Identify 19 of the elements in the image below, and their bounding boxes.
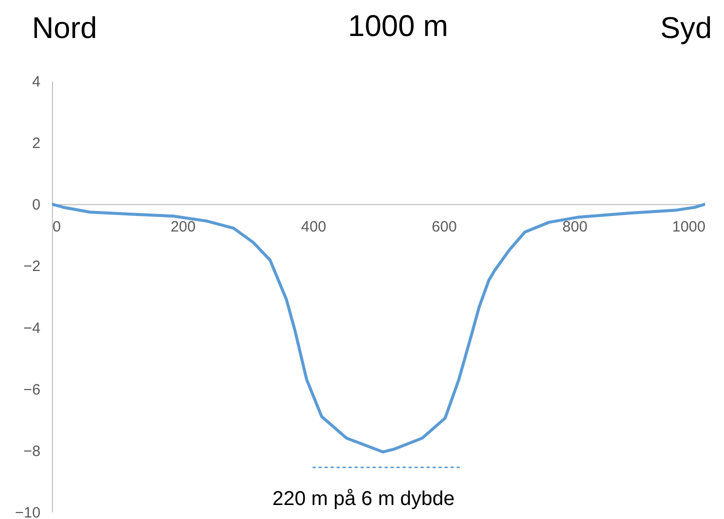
x-tick-label: 1000	[672, 218, 706, 236]
y-tick-label: −8	[23, 442, 40, 460]
text: Nord	[32, 12, 98, 45]
x-tick-label: 400	[301, 218, 326, 236]
x-tick-label: 200	[170, 218, 196, 236]
y-tick-label: −6	[23, 381, 40, 398]
text: Syd	[660, 12, 712, 45]
line-series	[52, 202, 705, 454]
x-tick-label: 0	[52, 218, 61, 236]
y-tick-label: 4	[32, 74, 40, 90]
y-tick-label: 2	[32, 135, 40, 152]
y-tick-label: −2	[23, 258, 40, 276]
annotation: 220 m på 6 m dybde	[272, 488, 455, 510]
y-tick-label: −10	[15, 504, 40, 519]
y-tick-label: 0	[32, 196, 40, 214]
x-tick-label: 800	[562, 218, 588, 236]
x-tick-label: 600	[432, 218, 457, 236]
chart-title: 1000 m	[348, 10, 448, 43]
y-tick-label: −4	[23, 320, 40, 337]
